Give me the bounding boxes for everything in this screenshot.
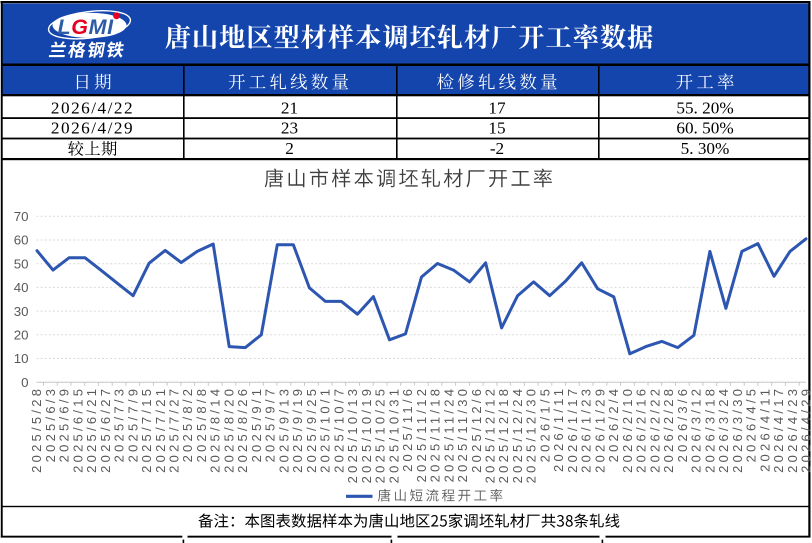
svg-text:2026/3/6: 2026/3/6 — [675, 386, 690, 463]
svg-text:2026/4/22: 2026/4/22 — [51, 98, 134, 117]
svg-text:2025/11/30: 2025/11/30 — [455, 386, 470, 483]
svg-text:2026/4/23: 2026/4/23 — [785, 386, 800, 473]
svg-text:2025/12/6: 2025/12/6 — [469, 386, 484, 473]
svg-text:2025/8/8: 2025/8/8 — [194, 386, 209, 463]
svg-text:2025/11/18: 2025/11/18 — [428, 386, 443, 483]
svg-text:2025/11/24: 2025/11/24 — [441, 386, 456, 483]
svg-text:5. 30%: 5. 30% — [681, 139, 730, 158]
svg-text:2026/2/10: 2026/2/10 — [620, 386, 635, 473]
svg-text:2025/9/13: 2025/9/13 — [276, 386, 291, 473]
svg-text:2026/2/28: 2026/2/28 — [661, 386, 676, 473]
svg-text:40: 40 — [14, 280, 29, 295]
svg-text:2026/1/23: 2026/1/23 — [579, 386, 594, 473]
svg-text:2025/9/7: 2025/9/7 — [263, 386, 278, 463]
svg-text:2025/8/26: 2025/8/26 — [235, 386, 250, 473]
svg-text:60. 50%: 60. 50% — [676, 119, 733, 138]
svg-text:2026/4/17: 2026/4/17 — [771, 386, 786, 473]
svg-text:2025/8/2: 2025/8/2 — [180, 386, 195, 463]
svg-text:23: 23 — [281, 119, 298, 138]
svg-text:0: 0 — [21, 375, 28, 390]
svg-text:2026/3/30: 2026/3/30 — [730, 386, 745, 473]
svg-text:2026/4/29: 2026/4/29 — [51, 119, 134, 138]
svg-text:60: 60 — [14, 233, 29, 248]
svg-text:2026/3/18: 2026/3/18 — [702, 386, 717, 473]
svg-text:LGMI: LGMI — [58, 15, 115, 39]
svg-text:2025/8/14: 2025/8/14 — [208, 386, 223, 473]
svg-text:15: 15 — [488, 119, 505, 138]
svg-text:2026/4/5: 2026/4/5 — [744, 386, 759, 463]
svg-text:2026/3/12: 2026/3/12 — [689, 386, 704, 473]
svg-text:2025/6/9: 2025/6/9 — [57, 386, 72, 463]
svg-text:21: 21 — [281, 98, 298, 117]
svg-text:2026/1/5: 2026/1/5 — [538, 386, 553, 463]
svg-text:2: 2 — [285, 139, 294, 158]
svg-text:2026/2/4: 2026/2/4 — [606, 386, 621, 463]
svg-text:2026/3/24: 2026/3/24 — [716, 386, 731, 473]
svg-text:2025/10/1: 2025/10/1 — [318, 386, 333, 473]
svg-text:2025/6/27: 2025/6/27 — [98, 386, 113, 473]
svg-text:2026/2/16: 2026/2/16 — [634, 386, 649, 473]
svg-text:2026/1/11: 2026/1/11 — [551, 386, 566, 472]
svg-text:2025/7/21: 2025/7/21 — [153, 386, 168, 473]
svg-text:2025/11/6: 2025/11/6 — [400, 386, 415, 472]
svg-text:2026/2/22: 2026/2/22 — [647, 386, 662, 473]
svg-text:2025/12/24: 2025/12/24 — [510, 386, 525, 484]
svg-text:2026/4/11: 2026/4/11 — [757, 386, 772, 472]
svg-text:2025/10/31: 2025/10/31 — [386, 386, 401, 484]
svg-text:2026/4/29: 2026/4/29 — [799, 386, 812, 473]
svg-text:2025/9/25: 2025/9/25 — [304, 386, 319, 473]
svg-text:2025/10/7: 2025/10/7 — [331, 386, 346, 473]
svg-text:2025/6/3: 2025/6/3 — [43, 386, 58, 463]
svg-text:2025/7/15: 2025/7/15 — [139, 386, 154, 473]
svg-text:30: 30 — [14, 304, 29, 319]
svg-text:20: 20 — [14, 328, 29, 343]
svg-text:2025/10/13: 2025/10/13 — [345, 386, 360, 484]
svg-text:70: 70 — [14, 209, 29, 224]
svg-text:2025/7/27: 2025/7/27 — [167, 386, 182, 473]
svg-text:2025/10/25: 2025/10/25 — [373, 386, 388, 484]
svg-text:2026/1/17: 2026/1/17 — [565, 386, 580, 473]
svg-text:2025/7/3: 2025/7/3 — [112, 386, 127, 463]
svg-text:2025/9/19: 2025/9/19 — [290, 386, 305, 473]
svg-text:17: 17 — [488, 98, 506, 117]
svg-text:2025/12/30: 2025/12/30 — [524, 386, 539, 484]
svg-text:55. 20%: 55. 20% — [676, 98, 733, 117]
svg-text:2025/6/15: 2025/6/15 — [70, 386, 85, 473]
svg-text:2026/1/29: 2026/1/29 — [592, 386, 607, 473]
svg-text:2025/7/9: 2025/7/9 — [125, 386, 140, 463]
svg-text:2025/12/18: 2025/12/18 — [496, 386, 511, 484]
svg-text:10: 10 — [14, 351, 29, 366]
svg-text:2025/8/20: 2025/8/20 — [221, 386, 236, 473]
svg-text:2025/12/12: 2025/12/12 — [483, 386, 498, 484]
svg-text:2025/5/28: 2025/5/28 — [29, 386, 44, 473]
svg-text:2025/10/19: 2025/10/19 — [359, 386, 374, 484]
svg-text:-2: -2 — [490, 139, 504, 158]
svg-text:50: 50 — [14, 256, 29, 271]
svg-text:2025/9/1: 2025/9/1 — [249, 386, 264, 463]
svg-text:2025/11/12: 2025/11/12 — [414, 386, 429, 483]
svg-text:2025/6/21: 2025/6/21 — [84, 386, 99, 473]
